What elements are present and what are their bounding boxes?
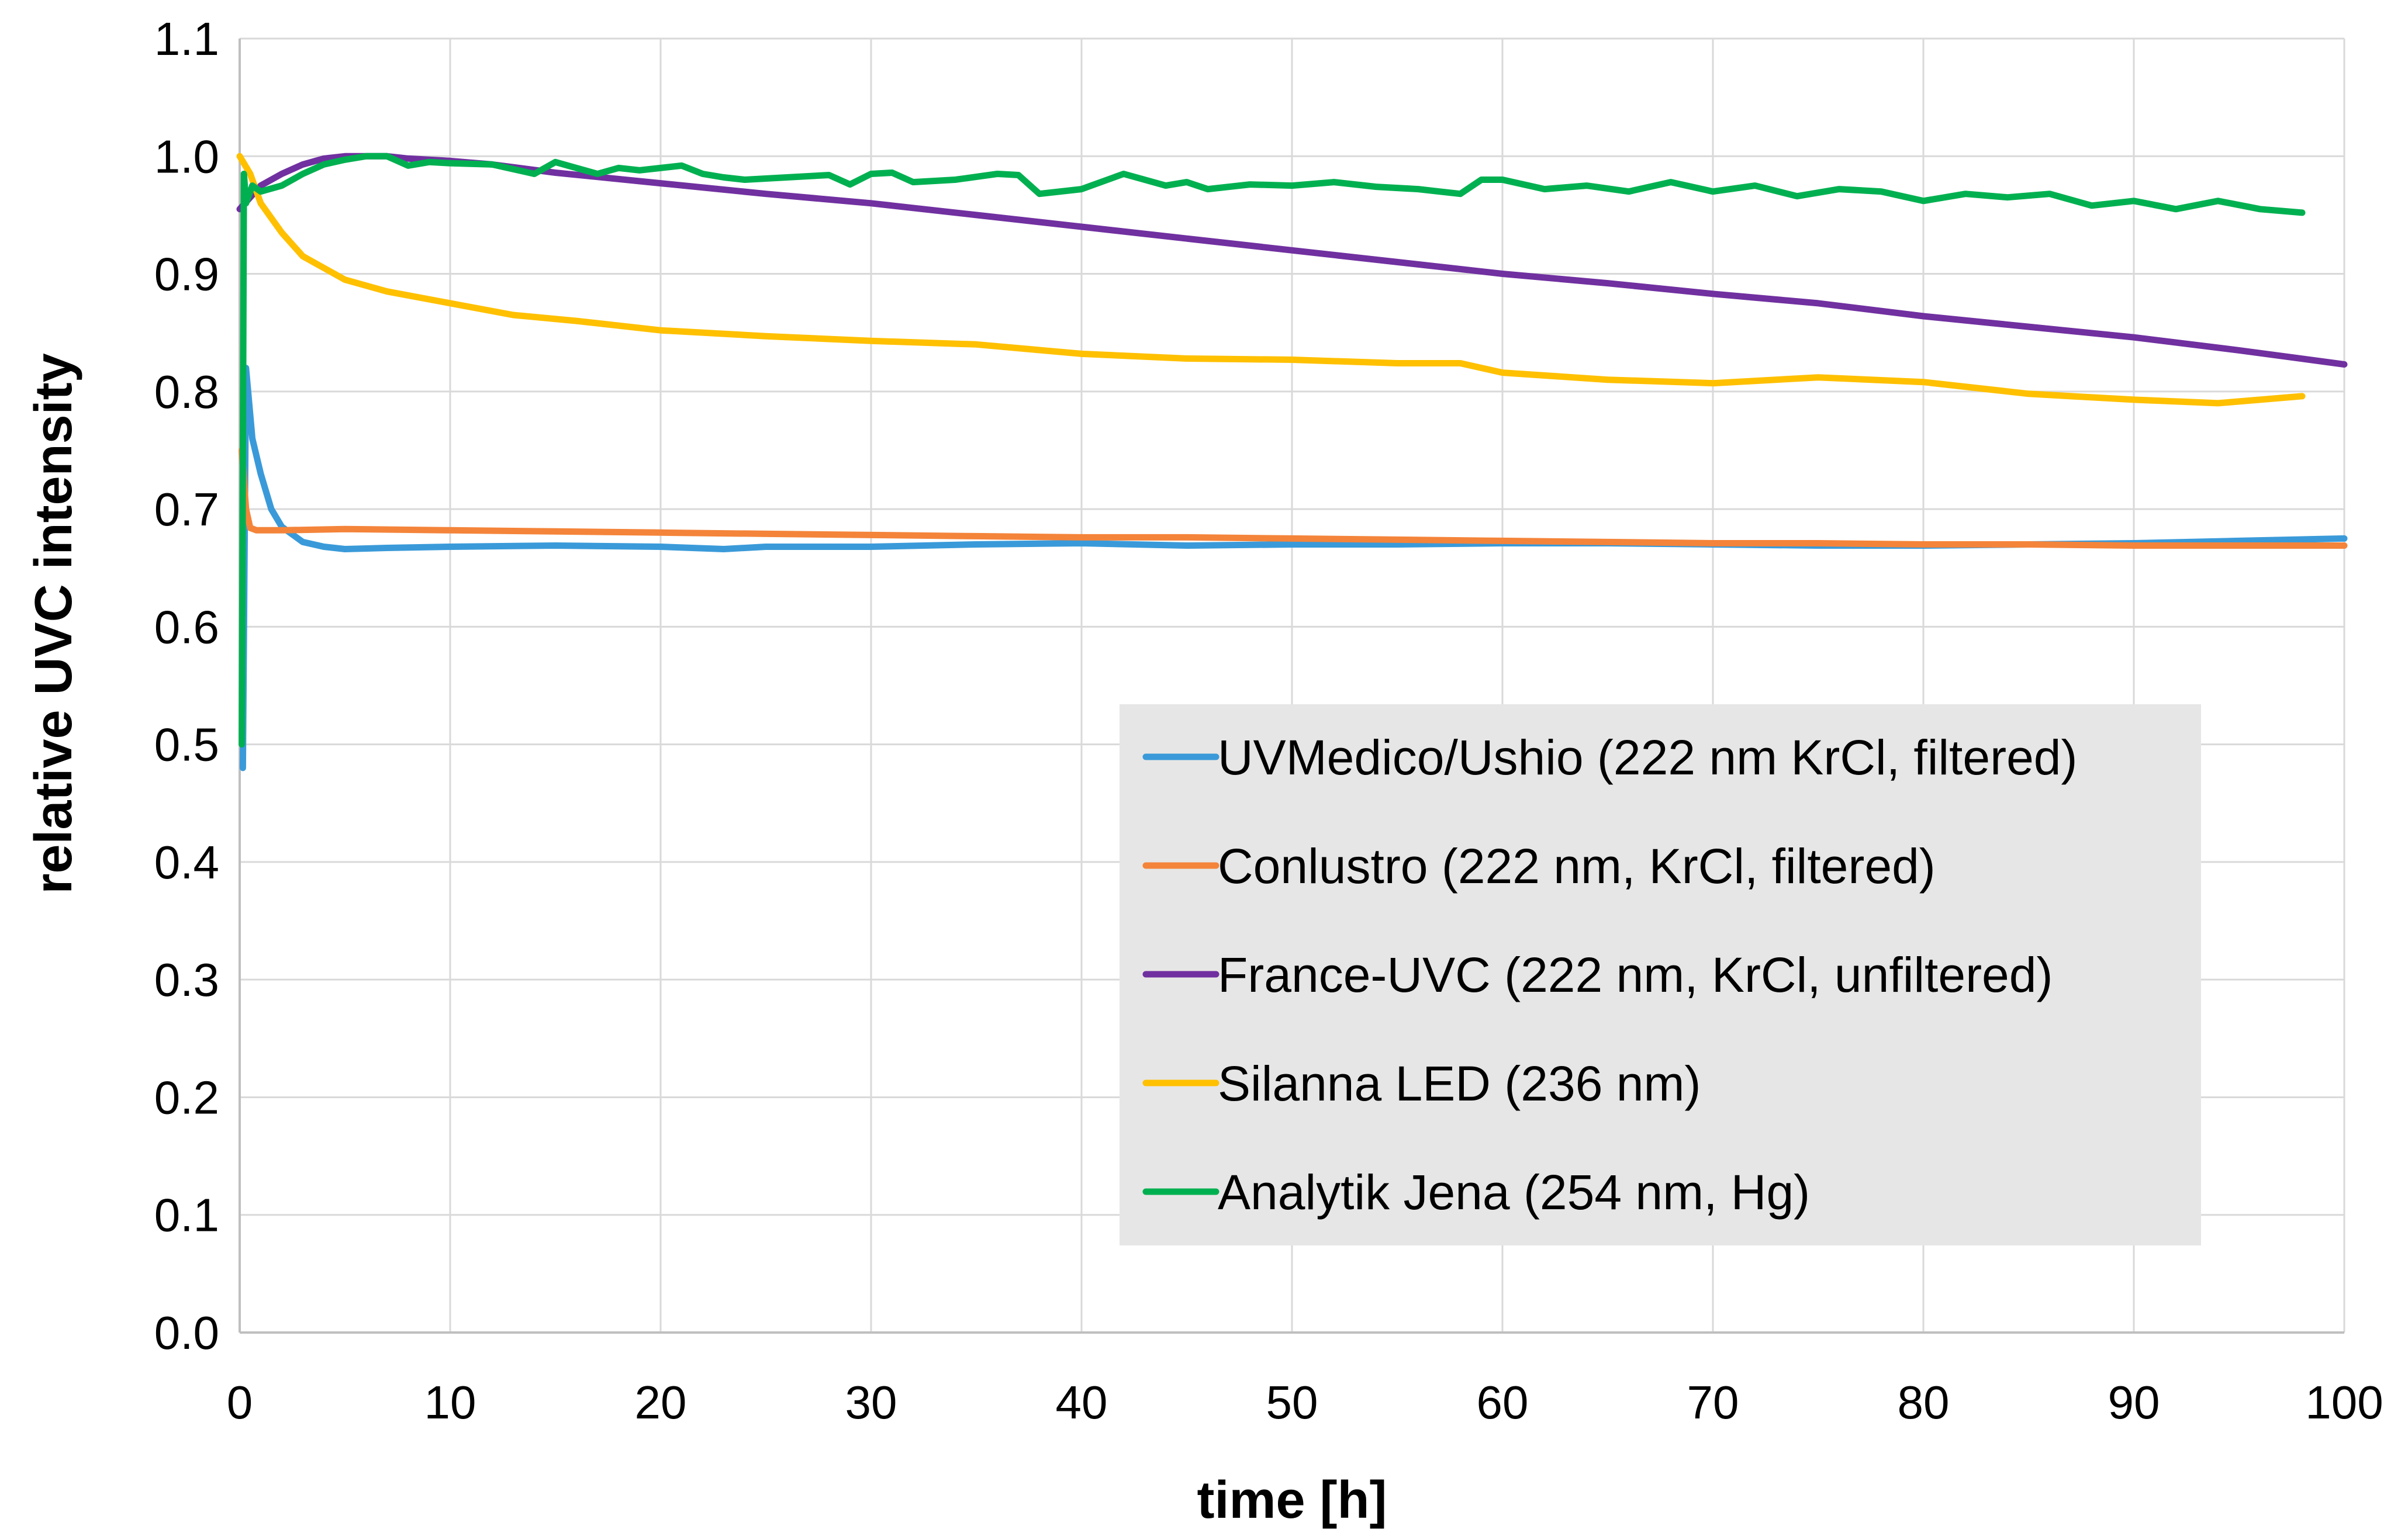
x-tick-label: 60	[1477, 1376, 1529, 1428]
legend-label: UVMedico/Ushio (222 nm KrCl, filtered)	[1218, 730, 2078, 785]
legend-box	[1120, 704, 2201, 1245]
x-tick-label: 50	[1266, 1376, 1318, 1428]
y-axis-title: relative UVC intensity	[25, 353, 83, 894]
y-tick-label: 0.4	[154, 836, 219, 888]
x-tick-label: 90	[2108, 1376, 2160, 1428]
legend-label: Silanna LED (236 nm)	[1218, 1056, 1701, 1111]
x-tick-label: 10	[424, 1376, 476, 1428]
legend: UVMedico/Ushio (222 nm KrCl, filtered) Co…	[1120, 704, 2201, 1245]
y-tick-label: 0.0	[154, 1307, 219, 1359]
data-series	[236, 153, 2348, 771]
x-tick-label: 70	[1687, 1376, 1739, 1428]
series-line-2	[239, 447, 2348, 549]
legend-label: Analytik Jena (254 nm, Hg)	[1218, 1165, 1810, 1220]
legend-label: Conlustro (222 nm, KrCl, filtered)	[1218, 839, 1936, 894]
series-line-5	[239, 153, 2306, 748]
y-tick-label: 1.1	[154, 13, 219, 65]
y-tick-label: 0.6	[154, 601, 219, 653]
y-tick-label: 0.2	[154, 1071, 219, 1123]
y-tick-label: 0.1	[154, 1189, 219, 1241]
x-tick-label: 30	[845, 1376, 897, 1428]
y-tick-label: 0.3	[154, 954, 219, 1006]
y-tick-label: 0.7	[154, 483, 219, 535]
x-tick-label: 80	[1898, 1376, 1950, 1428]
y-tick-label: 1.0	[154, 130, 219, 182]
axes: 0.0 0.1 0.2 0.3 0.4 0.5 0.6 0.7 0.8 0.9 1.0 1.1 0 10 2…	[154, 13, 2383, 1428]
legend-label: France-UVC (222 nm, KrCl, unfiltered)	[1218, 947, 2053, 1002]
series-line-4	[236, 153, 2306, 407]
series-line-3	[236, 153, 2348, 368]
y-tick-label: 0.5	[154, 719, 219, 771]
y-tick-label: 0.9	[154, 248, 219, 300]
x-tick-label: 40	[1056, 1376, 1108, 1428]
x-tick-label: 0	[227, 1376, 253, 1428]
x-tick-label: 20	[635, 1376, 687, 1428]
y-tick-label: 0.8	[154, 366, 219, 418]
x-axis-title: time [h]	[1197, 1471, 1387, 1529]
x-tick-label: 100	[2305, 1376, 2383, 1428]
